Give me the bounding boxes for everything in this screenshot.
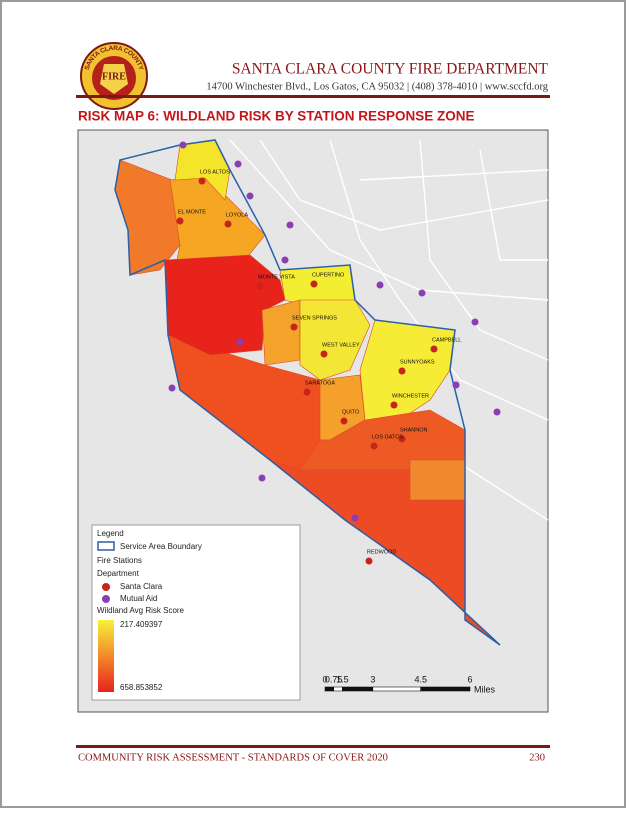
mutual-aid-marker xyxy=(376,281,384,289)
header-rule xyxy=(76,95,550,98)
station-marker xyxy=(224,220,232,228)
roads xyxy=(229,139,549,521)
station-marker xyxy=(198,177,206,185)
station-marker xyxy=(320,350,328,358)
station-marker xyxy=(303,388,311,396)
station-label: LOS ALTOS xyxy=(200,169,230,175)
station-marker xyxy=(310,280,318,288)
header-address: 14700 Winchester Blvd., Los Gatos, CA 95… xyxy=(206,81,548,92)
station-label: CAMPBELL xyxy=(432,337,461,343)
station-label: SHANNON xyxy=(400,427,428,433)
station-marker xyxy=(390,401,398,409)
station-marker xyxy=(430,345,438,353)
scale-segment xyxy=(324,686,334,692)
mutual-aid-marker xyxy=(351,514,359,522)
station-label: WINCHESTER xyxy=(392,393,429,399)
mutual-aid-marker xyxy=(493,408,501,416)
mutual-aid-marker xyxy=(236,338,244,346)
station-label: LOYOLA xyxy=(226,212,248,218)
mutual-aid-marker xyxy=(418,289,426,297)
station-marker xyxy=(290,323,298,331)
scale-label: 3 xyxy=(370,674,375,684)
station-label: CUPERTINO xyxy=(312,272,345,278)
legend-score-high: 217.409397 xyxy=(120,620,163,629)
mutual-aid-marker xyxy=(471,318,479,326)
mutual-aid-marker xyxy=(281,256,289,264)
scale-label: 1.5 xyxy=(336,674,349,684)
station-label: WEST VALLEY xyxy=(322,342,360,348)
station-marker xyxy=(370,442,378,450)
legend-stations-heading: Fire Stations xyxy=(97,556,142,565)
risk-zone xyxy=(261,299,301,366)
scale-segment xyxy=(333,686,343,692)
station-labels: LOS ALTOS EL MONTE LOYOLA MONTE VISTA CUPERT… xyxy=(168,141,501,565)
service-area-boundary xyxy=(114,139,501,646)
station-marker xyxy=(398,435,406,443)
legend-santa-clara: Santa Clara xyxy=(120,582,163,591)
scale-label: 0.75 xyxy=(325,674,343,684)
scale-bar: Miles 00.751.5 3 4.5 6 xyxy=(322,674,495,694)
mutual-aid-marker xyxy=(286,221,294,229)
station-label: SARATOGA xyxy=(305,380,335,386)
station-marker xyxy=(365,557,373,565)
legend-department-heading: Department xyxy=(97,569,140,578)
mutual-aid-marker xyxy=(258,474,266,482)
mutual-aid-marker xyxy=(246,192,254,200)
logo: SANTA CLARA COUNTY FIRE xyxy=(80,42,148,110)
legend: Legend Service Area Boundary Fire Statio… xyxy=(91,524,301,701)
station-label: SUNNYOAKS xyxy=(400,359,435,365)
station-label: MONTE VISTA xyxy=(258,274,295,280)
legend-boundary: Service Area Boundary xyxy=(120,542,202,551)
legend-mutual-aid: Mutual Aid xyxy=(120,594,157,603)
scale-unit: Miles xyxy=(474,684,496,694)
scale-label: 0 xyxy=(322,674,327,684)
scale-segment xyxy=(420,686,471,692)
mutual-aid-marker xyxy=(452,381,460,389)
station-marker xyxy=(398,367,406,375)
mutual-aid-marker xyxy=(234,160,242,168)
station-label: LOS GATOS xyxy=(372,434,404,440)
station-marker xyxy=(176,217,184,225)
header-title: SANTA CLARA COUNTY FIRE DEPARTMENT xyxy=(232,61,549,78)
risk-zones xyxy=(114,139,501,646)
footer-rule xyxy=(76,745,550,748)
legend-score-heading: Wildland Avg Risk Score xyxy=(97,606,185,615)
station-label: QUITO xyxy=(342,409,360,415)
map-title: RISK MAP 6: WILDLAND RISK BY STATION RES… xyxy=(78,109,475,124)
station-marker xyxy=(256,282,264,290)
risk-zone xyxy=(409,459,466,501)
scale-segment xyxy=(372,686,422,692)
station-label: SEVEN SPRINGS xyxy=(292,315,337,321)
page-number: 230 xyxy=(529,752,545,763)
legend-title: Legend xyxy=(97,529,124,538)
footer-text: COMMUNITY RISK ASSESSMENT - STANDARDS OF… xyxy=(78,752,388,763)
station-label: REDWOOD xyxy=(367,549,396,555)
scale-label: 4.5 xyxy=(414,674,427,684)
scale-segment xyxy=(342,686,374,692)
station-label: EL MONTE xyxy=(178,209,206,215)
mutual-aid-marker xyxy=(179,141,187,149)
logo-text: FIRE xyxy=(102,71,126,82)
legend-score-low: 658.853852 xyxy=(120,683,163,692)
scale-label: 6 xyxy=(467,674,472,684)
mutual-aid-marker xyxy=(168,384,176,392)
station-marker xyxy=(340,417,348,425)
